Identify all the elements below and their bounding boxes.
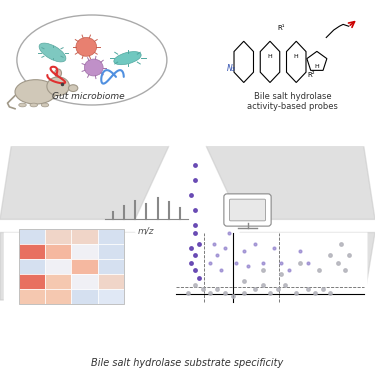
Bar <box>98 229 124 244</box>
Text: H: H <box>315 63 319 69</box>
FancyBboxPatch shape <box>4 19 169 146</box>
Bar <box>19 289 45 304</box>
Bar <box>19 229 124 304</box>
Ellipse shape <box>47 77 69 96</box>
Bar <box>71 289 98 304</box>
Bar <box>98 244 124 259</box>
Bar <box>45 244 71 259</box>
Bar <box>19 259 45 274</box>
FancyBboxPatch shape <box>224 194 271 226</box>
Ellipse shape <box>68 85 78 92</box>
Polygon shape <box>0 146 169 219</box>
Bar <box>98 259 124 274</box>
Ellipse shape <box>84 59 103 76</box>
Ellipse shape <box>19 103 26 107</box>
Text: H: H <box>268 54 272 59</box>
Ellipse shape <box>114 52 141 64</box>
Bar <box>71 259 98 274</box>
Bar <box>71 229 98 244</box>
Bar <box>45 274 71 289</box>
Text: R¹: R¹ <box>278 25 285 31</box>
Text: Gut microbiome: Gut microbiome <box>52 92 124 101</box>
Bar <box>19 274 45 289</box>
Bar <box>71 274 98 289</box>
Polygon shape <box>206 146 375 219</box>
Bar <box>45 229 71 244</box>
Ellipse shape <box>15 80 56 104</box>
Text: R²: R² <box>308 72 315 78</box>
Ellipse shape <box>76 38 97 56</box>
Text: Bile salt hydrolase
activity-based probes: Bile salt hydrolase activity-based probe… <box>247 92 338 111</box>
Text: N₃: N₃ <box>227 64 236 73</box>
Bar <box>45 289 71 304</box>
FancyBboxPatch shape <box>230 199 266 221</box>
Polygon shape <box>0 232 135 300</box>
Bar <box>98 274 124 289</box>
Ellipse shape <box>17 15 167 105</box>
Bar <box>71 244 98 259</box>
FancyBboxPatch shape <box>172 232 368 308</box>
Ellipse shape <box>39 43 66 62</box>
FancyBboxPatch shape <box>4 232 135 308</box>
Bar <box>19 244 45 259</box>
FancyBboxPatch shape <box>206 19 371 146</box>
Bar <box>98 289 124 304</box>
Bar <box>45 259 71 274</box>
Ellipse shape <box>55 69 62 77</box>
Ellipse shape <box>30 103 38 107</box>
Polygon shape <box>240 232 375 300</box>
Text: H: H <box>294 54 298 59</box>
Bar <box>19 229 45 244</box>
Ellipse shape <box>41 103 49 107</box>
Text: m/z: m/z <box>138 227 154 236</box>
Text: Bile salt hydrolase substrate specificity: Bile salt hydrolase substrate specificit… <box>92 357 284 368</box>
